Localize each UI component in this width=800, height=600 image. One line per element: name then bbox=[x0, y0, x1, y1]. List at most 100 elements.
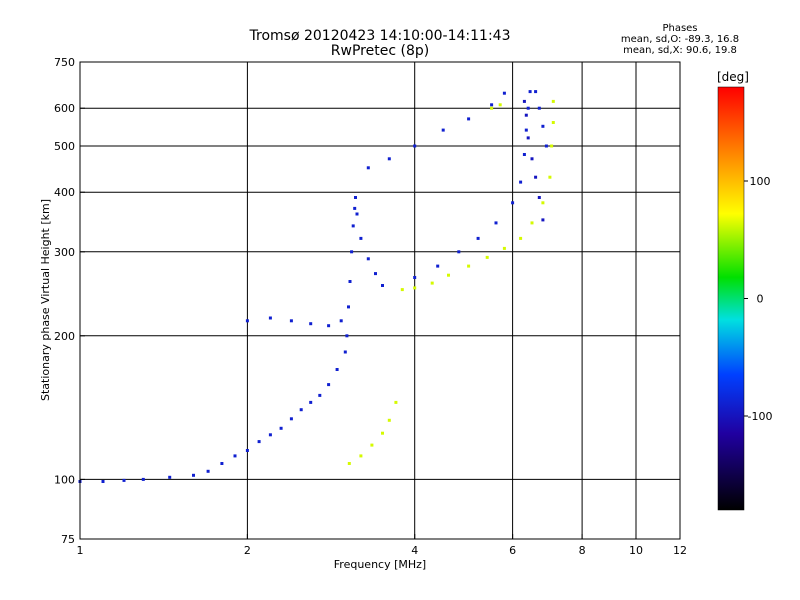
x-axis-ticks: 1 2 4 6 8 10 12 bbox=[77, 534, 687, 557]
chart-subtitle: RwPretec (8p) bbox=[330, 43, 430, 59]
colorbar-tick-label: -100 bbox=[748, 410, 773, 423]
data-point bbox=[101, 480, 105, 483]
data-point bbox=[289, 319, 293, 323]
phases-x-stat: mean, sd,X: 90.6, 19.8 bbox=[623, 45, 737, 56]
data-point bbox=[299, 408, 303, 412]
data-point bbox=[467, 117, 471, 121]
data-point bbox=[381, 431, 384, 435]
data-point bbox=[430, 281, 434, 285]
colorbar-ticks: 100 0 -100 bbox=[744, 175, 772, 423]
data-point bbox=[400, 288, 404, 292]
data-point bbox=[347, 462, 351, 465]
phases-heading: Phases bbox=[662, 23, 698, 34]
data-point bbox=[530, 157, 534, 161]
data-point bbox=[550, 144, 554, 148]
data-point bbox=[541, 201, 545, 205]
data-points-layer bbox=[78, 90, 555, 483]
data-point bbox=[524, 113, 528, 117]
data-point bbox=[289, 417, 293, 421]
data-point bbox=[351, 224, 355, 228]
data-point bbox=[309, 322, 313, 326]
x-tick-label: 4 bbox=[411, 544, 418, 557]
data-point bbox=[544, 144, 548, 148]
data-point bbox=[168, 475, 172, 479]
data-point bbox=[268, 433, 272, 437]
data-point bbox=[245, 449, 249, 452]
data-point bbox=[502, 91, 506, 95]
data-point bbox=[279, 426, 283, 430]
data-point bbox=[548, 175, 552, 179]
y-tick-label: 600 bbox=[54, 102, 75, 115]
x-tick-label: 12 bbox=[673, 544, 687, 557]
data-point bbox=[345, 334, 349, 338]
data-point bbox=[387, 157, 391, 161]
x-tick-label: 8 bbox=[579, 544, 586, 557]
colorbar-tick-label: 100 bbox=[750, 175, 771, 188]
plot-frame bbox=[79, 61, 681, 540]
data-point bbox=[381, 284, 384, 287]
x-axis-label: Frequency [MHz] bbox=[334, 558, 426, 571]
data-point bbox=[122, 478, 126, 482]
data-point bbox=[526, 106, 530, 110]
data-point bbox=[524, 128, 528, 132]
x-tick-label: 2 bbox=[244, 544, 251, 557]
y-tick-label: 200 bbox=[54, 330, 75, 343]
data-point bbox=[335, 368, 339, 371]
data-point bbox=[519, 180, 523, 184]
data-point bbox=[354, 196, 357, 199]
data-point bbox=[366, 166, 370, 170]
data-point bbox=[327, 324, 331, 328]
data-point bbox=[374, 272, 377, 276]
data-point bbox=[467, 264, 471, 268]
y-axis-label: Stationary phase Virtual Height [km] bbox=[39, 199, 52, 401]
data-point bbox=[339, 319, 343, 323]
colorbar bbox=[717, 86, 745, 511]
data-point bbox=[447, 273, 450, 277]
data-point bbox=[309, 400, 313, 404]
data-point bbox=[413, 144, 417, 148]
y-tick-label: 100 bbox=[54, 473, 75, 486]
data-point bbox=[220, 462, 224, 465]
data-point bbox=[359, 454, 363, 458]
data-point bbox=[541, 218, 545, 222]
data-point bbox=[348, 280, 352, 283]
x-tick-label: 1 bbox=[77, 544, 84, 557]
chart-title: Tromsø 20120423 14:10:00-14:11:43 bbox=[249, 28, 511, 44]
data-point bbox=[206, 469, 210, 473]
data-point bbox=[551, 121, 555, 124]
data-point bbox=[436, 264, 440, 268]
y-tick-label: 300 bbox=[54, 246, 75, 259]
data-point bbox=[537, 106, 541, 110]
data-point bbox=[534, 175, 538, 179]
data-point bbox=[413, 286, 417, 290]
data-point bbox=[370, 443, 374, 447]
data-point bbox=[387, 418, 391, 422]
data-point bbox=[257, 440, 261, 444]
data-point bbox=[350, 250, 354, 254]
data-point bbox=[141, 477, 145, 481]
data-point bbox=[551, 99, 555, 103]
y-tick-label: 400 bbox=[54, 186, 75, 199]
data-point bbox=[245, 319, 249, 323]
data-point bbox=[353, 206, 357, 210]
data-point bbox=[233, 454, 237, 458]
colorbar-unit-label: [deg] bbox=[717, 70, 749, 84]
data-point bbox=[359, 236, 363, 240]
data-point bbox=[192, 473, 195, 477]
data-point bbox=[413, 276, 417, 279]
data-point bbox=[327, 383, 331, 387]
grid-layer bbox=[80, 62, 680, 539]
data-point bbox=[366, 257, 370, 261]
data-point bbox=[519, 236, 523, 240]
data-point bbox=[537, 196, 541, 199]
data-point bbox=[541, 124, 545, 128]
data-point bbox=[347, 305, 350, 309]
data-point bbox=[490, 103, 494, 107]
data-point bbox=[355, 212, 359, 216]
data-point bbox=[526, 136, 530, 140]
data-point bbox=[522, 153, 526, 156]
data-point bbox=[498, 103, 502, 107]
data-point bbox=[441, 128, 445, 132]
